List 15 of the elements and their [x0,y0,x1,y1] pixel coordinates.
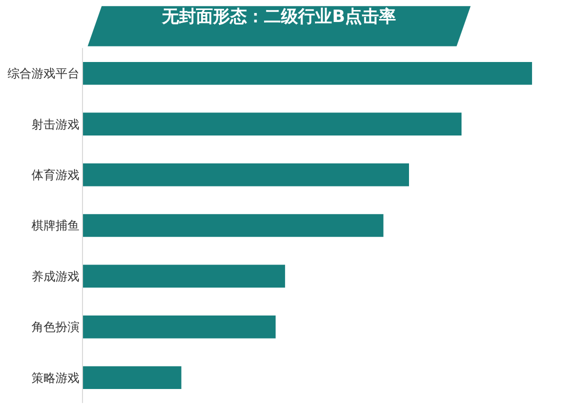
bar [83,214,384,237]
bar [83,163,409,186]
y-tick-label: 角色扮演 [32,320,80,334]
y-tick-label: 棋牌捕鱼 [32,218,80,233]
bar [83,366,182,390]
y-tick-label: 养成游戏 [32,269,80,284]
y-tick-label: 综合游戏平台 [8,66,80,81]
bar [83,62,532,85]
chart-title: 无封面形态：二级行业B点击率 [161,7,396,28]
bar [83,112,462,136]
y-tick-label: 体育游戏 [32,168,80,182]
y-tick-label: 策略游戏 [32,370,80,385]
bar [83,264,286,288]
y-tick-label: 射击游戏 [32,117,80,132]
bar [83,316,276,338]
